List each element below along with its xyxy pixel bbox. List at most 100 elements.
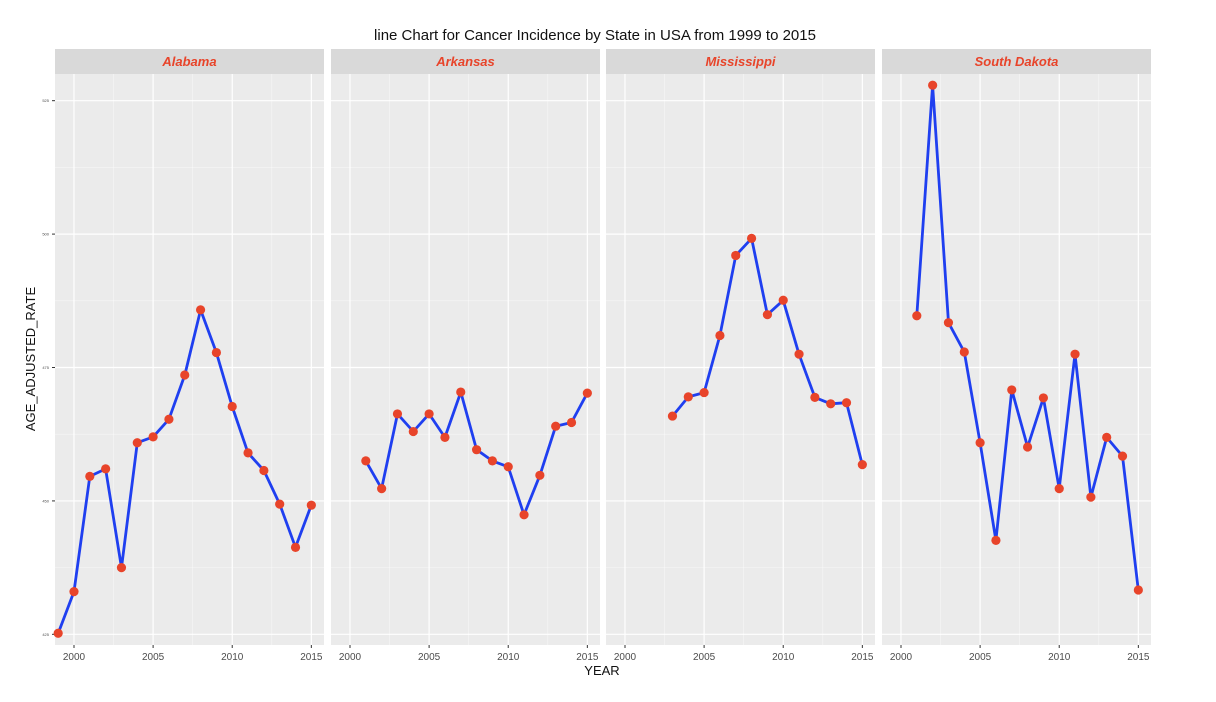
chart-title: line Chart for Cancer Incidence by State… (374, 27, 816, 44)
data-point (794, 349, 804, 359)
data-point (195, 305, 206, 315)
data-point (275, 499, 285, 509)
data-point (943, 318, 954, 328)
data-point (503, 462, 513, 472)
x-tick-label: 2000 (339, 652, 362, 663)
data-point (377, 484, 387, 494)
x-tick-label: 2010 (1048, 652, 1071, 663)
x-tick-label: 2010 (497, 652, 520, 663)
data-point (566, 417, 577, 428)
y-tick-label: 450 (42, 498, 49, 503)
facet-strip-label: South Dakota (975, 54, 1059, 69)
y-tick-label: 425 (42, 632, 49, 637)
facet-strip (55, 49, 324, 74)
data-point (551, 421, 561, 431)
data-point (408, 426, 418, 437)
data-point (227, 401, 237, 412)
y-tick-label: 525 (42, 98, 49, 103)
data-point (1086, 492, 1096, 502)
data-point (667, 411, 678, 421)
facet-strip (606, 49, 875, 74)
data-point (778, 295, 788, 305)
data-point (424, 409, 434, 419)
data-point (857, 460, 867, 470)
x-tick-label: 2005 (142, 652, 165, 663)
data-point (991, 535, 1001, 546)
data-point (683, 392, 693, 402)
data-point (69, 587, 79, 597)
facet-panel: South Dakota 2000 2005 2010 2015 (882, 49, 1151, 663)
data-point (1038, 393, 1048, 403)
data-point (392, 409, 403, 419)
data-point (1054, 484, 1064, 494)
data-point (975, 438, 985, 448)
data-point (1070, 349, 1080, 359)
data-point (487, 456, 497, 466)
panel-background (331, 74, 600, 645)
data-point (519, 510, 529, 520)
x-tick-label: 2005 (969, 652, 992, 663)
data-point (180, 370, 190, 380)
data-point (243, 448, 253, 458)
data-point (1022, 442, 1033, 452)
data-point (731, 250, 741, 261)
data-point (211, 347, 221, 358)
data-point (535, 470, 545, 480)
facet-strip-label: Arkansas (435, 54, 495, 69)
y-axis-title: AGE_ADJUSTED_RATE (23, 287, 38, 432)
x-tick-label: 2015 (1127, 652, 1150, 663)
x-tick-label: 2015 (851, 652, 874, 663)
panel-background (882, 74, 1151, 645)
data-point (699, 387, 709, 398)
data-point (440, 432, 450, 443)
data-point (101, 464, 111, 474)
x-tick-label: 2005 (693, 652, 716, 663)
data-point (132, 438, 142, 448)
data-point (715, 330, 725, 341)
data-point (826, 399, 836, 409)
panel-background (606, 74, 875, 645)
data-point (746, 233, 757, 243)
data-point (164, 414, 174, 424)
data-point (53, 628, 63, 638)
facet-panel: Alabama 2000 2005 2010 2015 425 450 475 500 525 (42, 49, 324, 663)
facet-panels: Alabama 2000 2005 2010 2015 425 450 475 500 525 Ar… (42, 49, 1151, 663)
data-point (1007, 385, 1017, 395)
facet-panel: Arkansas 2000 2005 2010 2015 (331, 49, 600, 663)
x-tick-label: 2000 (614, 652, 637, 663)
data-point (762, 310, 773, 320)
x-tick-label: 2000 (890, 652, 913, 663)
data-point (259, 465, 269, 476)
x-tick-label: 2000 (63, 652, 86, 663)
facet-strip (331, 49, 600, 74)
data-point (116, 563, 127, 573)
data-point (912, 311, 922, 321)
data-point (361, 456, 371, 466)
x-axis-title: YEAR (584, 663, 619, 678)
data-point (85, 471, 95, 481)
x-tick-label: 2005 (418, 652, 441, 663)
data-point (306, 500, 316, 510)
facet-strip-label: Mississippi (705, 54, 775, 69)
data-point (1133, 585, 1143, 595)
data-point (841, 398, 852, 408)
data-point (456, 387, 466, 397)
y-tick-label: 500 (42, 232, 49, 237)
data-point (810, 392, 820, 402)
data-point (148, 432, 158, 442)
y-tick-label: 475 (42, 365, 49, 370)
data-point (1102, 432, 1112, 443)
data-point (1117, 451, 1128, 461)
facet-panel: Mississippi 2000 2005 2010 2015 (606, 49, 875, 663)
facet-strip (882, 49, 1151, 74)
data-point (290, 542, 301, 552)
data-point (582, 388, 592, 398)
x-tick-label: 2010 (772, 652, 795, 663)
x-tick-label: 2015 (576, 652, 599, 663)
facet-strip-label: Alabama (161, 54, 216, 69)
data-point (471, 445, 482, 455)
x-tick-label: 2015 (300, 652, 323, 663)
x-tick-label: 2010 (221, 652, 244, 663)
data-point (928, 80, 938, 90)
